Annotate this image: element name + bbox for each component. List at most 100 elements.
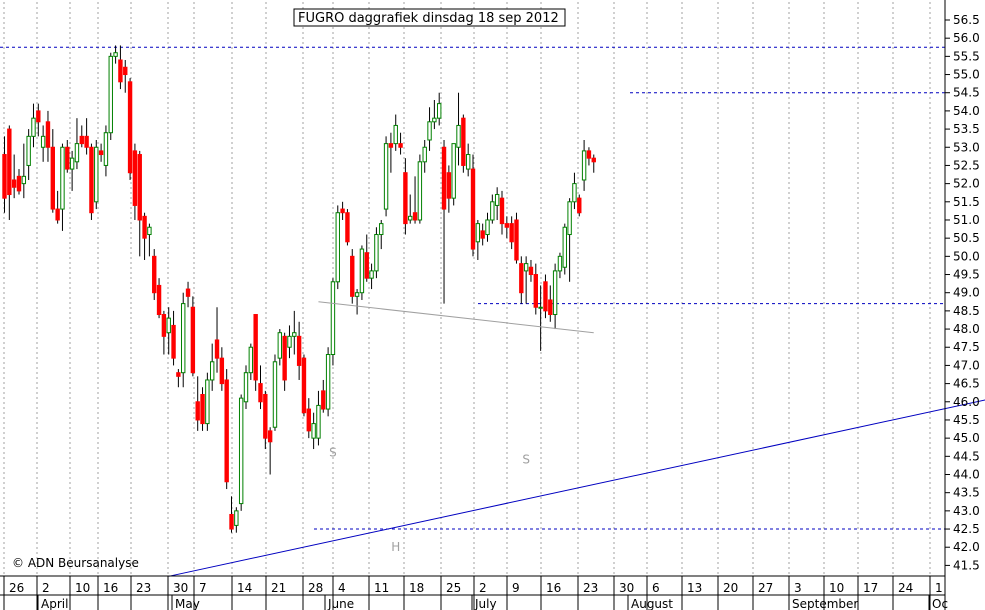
y-tick-label: 46.0: [953, 395, 980, 409]
candle-down: [591, 157, 596, 163]
candle-up: [432, 117, 437, 123]
pattern-label: S: [522, 453, 530, 467]
candle-down: [219, 357, 225, 385]
y-tick-label: 55.0: [953, 68, 980, 82]
month-label: July: [474, 597, 497, 610]
candle-down: [127, 81, 133, 174]
candle-up: [243, 372, 249, 403]
candle-down: [229, 513, 234, 530]
y-tick-label: 42.5: [953, 522, 980, 536]
candle-down: [350, 255, 355, 297]
candle-up: [383, 143, 389, 210]
candle-up: [40, 135, 46, 148]
x-tick-label: 27: [758, 581, 773, 595]
y-tick-label: 48.5: [953, 304, 980, 318]
candle-down: [55, 208, 60, 221]
candle-down: [2, 154, 7, 199]
candle-down: [470, 168, 476, 250]
candle-down: [214, 339, 220, 359]
x-tick-label: 25: [446, 581, 461, 595]
candle-down: [98, 150, 104, 156]
x-tick-label: 10: [75, 581, 90, 595]
candles: [2, 45, 596, 533]
y-tick-label: 47.5: [953, 340, 980, 354]
x-tick-label: 9: [512, 581, 520, 595]
y-tick-label: 49.5: [953, 268, 980, 282]
candle-up: [311, 423, 316, 439]
candle-down: [79, 135, 84, 145]
candle-up: [108, 55, 113, 134]
y-tick-label: 50.0: [953, 249, 980, 263]
candle-down: [152, 255, 157, 294]
y-tick-label: 47.0: [953, 358, 980, 372]
x-axis: 26 2 10 16 23 30 7 14 21 28 4 11 18 25 2 9 16 23 30 6 13 20 27…: [0, 575, 948, 610]
candle-down: [398, 143, 403, 148]
month-label: May: [175, 597, 200, 610]
x-tick-label: 4: [338, 581, 346, 595]
x-tick-label: 26: [9, 581, 24, 595]
y-tick-label: 46.5: [953, 377, 980, 391]
x-tick-label: 23: [136, 581, 151, 595]
x-tick-label: 11: [374, 581, 389, 595]
candle-up: [379, 223, 384, 236]
y-tick-label: 54.5: [953, 86, 980, 100]
x-tick-label: 13: [687, 581, 702, 595]
candle-up: [166, 317, 171, 334]
y-tick-label: 41.5: [953, 558, 980, 572]
y-axis: 56.5 56.0 55.5 55.0 54.5 54.0 53.5 53.0 52.5 52.0…: [944, 0, 980, 610]
x-tick-label: 7: [199, 581, 207, 595]
candle-down: [156, 284, 162, 316]
x-tick-label: 16: [546, 581, 561, 595]
candle-down: [65, 146, 70, 170]
candle-up: [248, 346, 254, 374]
candle-down: [345, 212, 350, 243]
y-tick-label: 43.5: [953, 486, 980, 500]
candle-up: [451, 143, 456, 199]
y-tick-label: 52.5: [953, 158, 980, 172]
candle-down: [509, 223, 514, 243]
x-tick-label: 10: [829, 581, 844, 595]
candle-down: [499, 197, 505, 225]
candle-down: [548, 299, 553, 316]
y-tick-label: 51.0: [953, 213, 980, 227]
candle-down: [123, 66, 128, 76]
candle-down: [504, 223, 510, 228]
x-tick-label: 18: [409, 581, 424, 595]
candle-up: [393, 124, 398, 145]
candle-down: [388, 143, 394, 148]
candle-down: [364, 252, 369, 279]
candle-up: [581, 150, 587, 181]
candle-up: [31, 117, 36, 137]
x-tick-label: 1: [935, 581, 943, 595]
candle-down: [340, 208, 345, 214]
candle-up: [335, 212, 340, 283]
candle-down: [412, 212, 418, 221]
candle-down: [301, 357, 307, 414]
month-label: April: [41, 597, 68, 610]
candle-down: [253, 314, 258, 381]
candle-up: [374, 234, 379, 272]
candle-up: [325, 354, 331, 410]
x-tick-label: 20: [723, 581, 738, 595]
candle-down: [441, 146, 447, 210]
candle-down: [11, 179, 17, 188]
x-tick-label: 30: [619, 581, 634, 595]
candle-down: [586, 150, 592, 159]
candle-up: [277, 332, 283, 359]
month-label: June: [327, 597, 354, 610]
candle-up: [287, 335, 292, 348]
candle-up: [567, 201, 572, 236]
candle-down: [16, 175, 22, 192]
candle-up: [181, 303, 186, 374]
candle-down: [7, 128, 12, 196]
chart-title: FUGRO daggrafiek dinsdag 18 sep 2012: [293, 8, 566, 27]
candle-up: [572, 183, 577, 203]
y-tick-label: 44.0: [953, 468, 980, 482]
y-tick-label: 52.0: [953, 177, 980, 191]
candle-up: [147, 226, 152, 236]
candle-down: [190, 306, 196, 374]
candle-down: [282, 335, 287, 381]
candle-up: [485, 219, 490, 236]
